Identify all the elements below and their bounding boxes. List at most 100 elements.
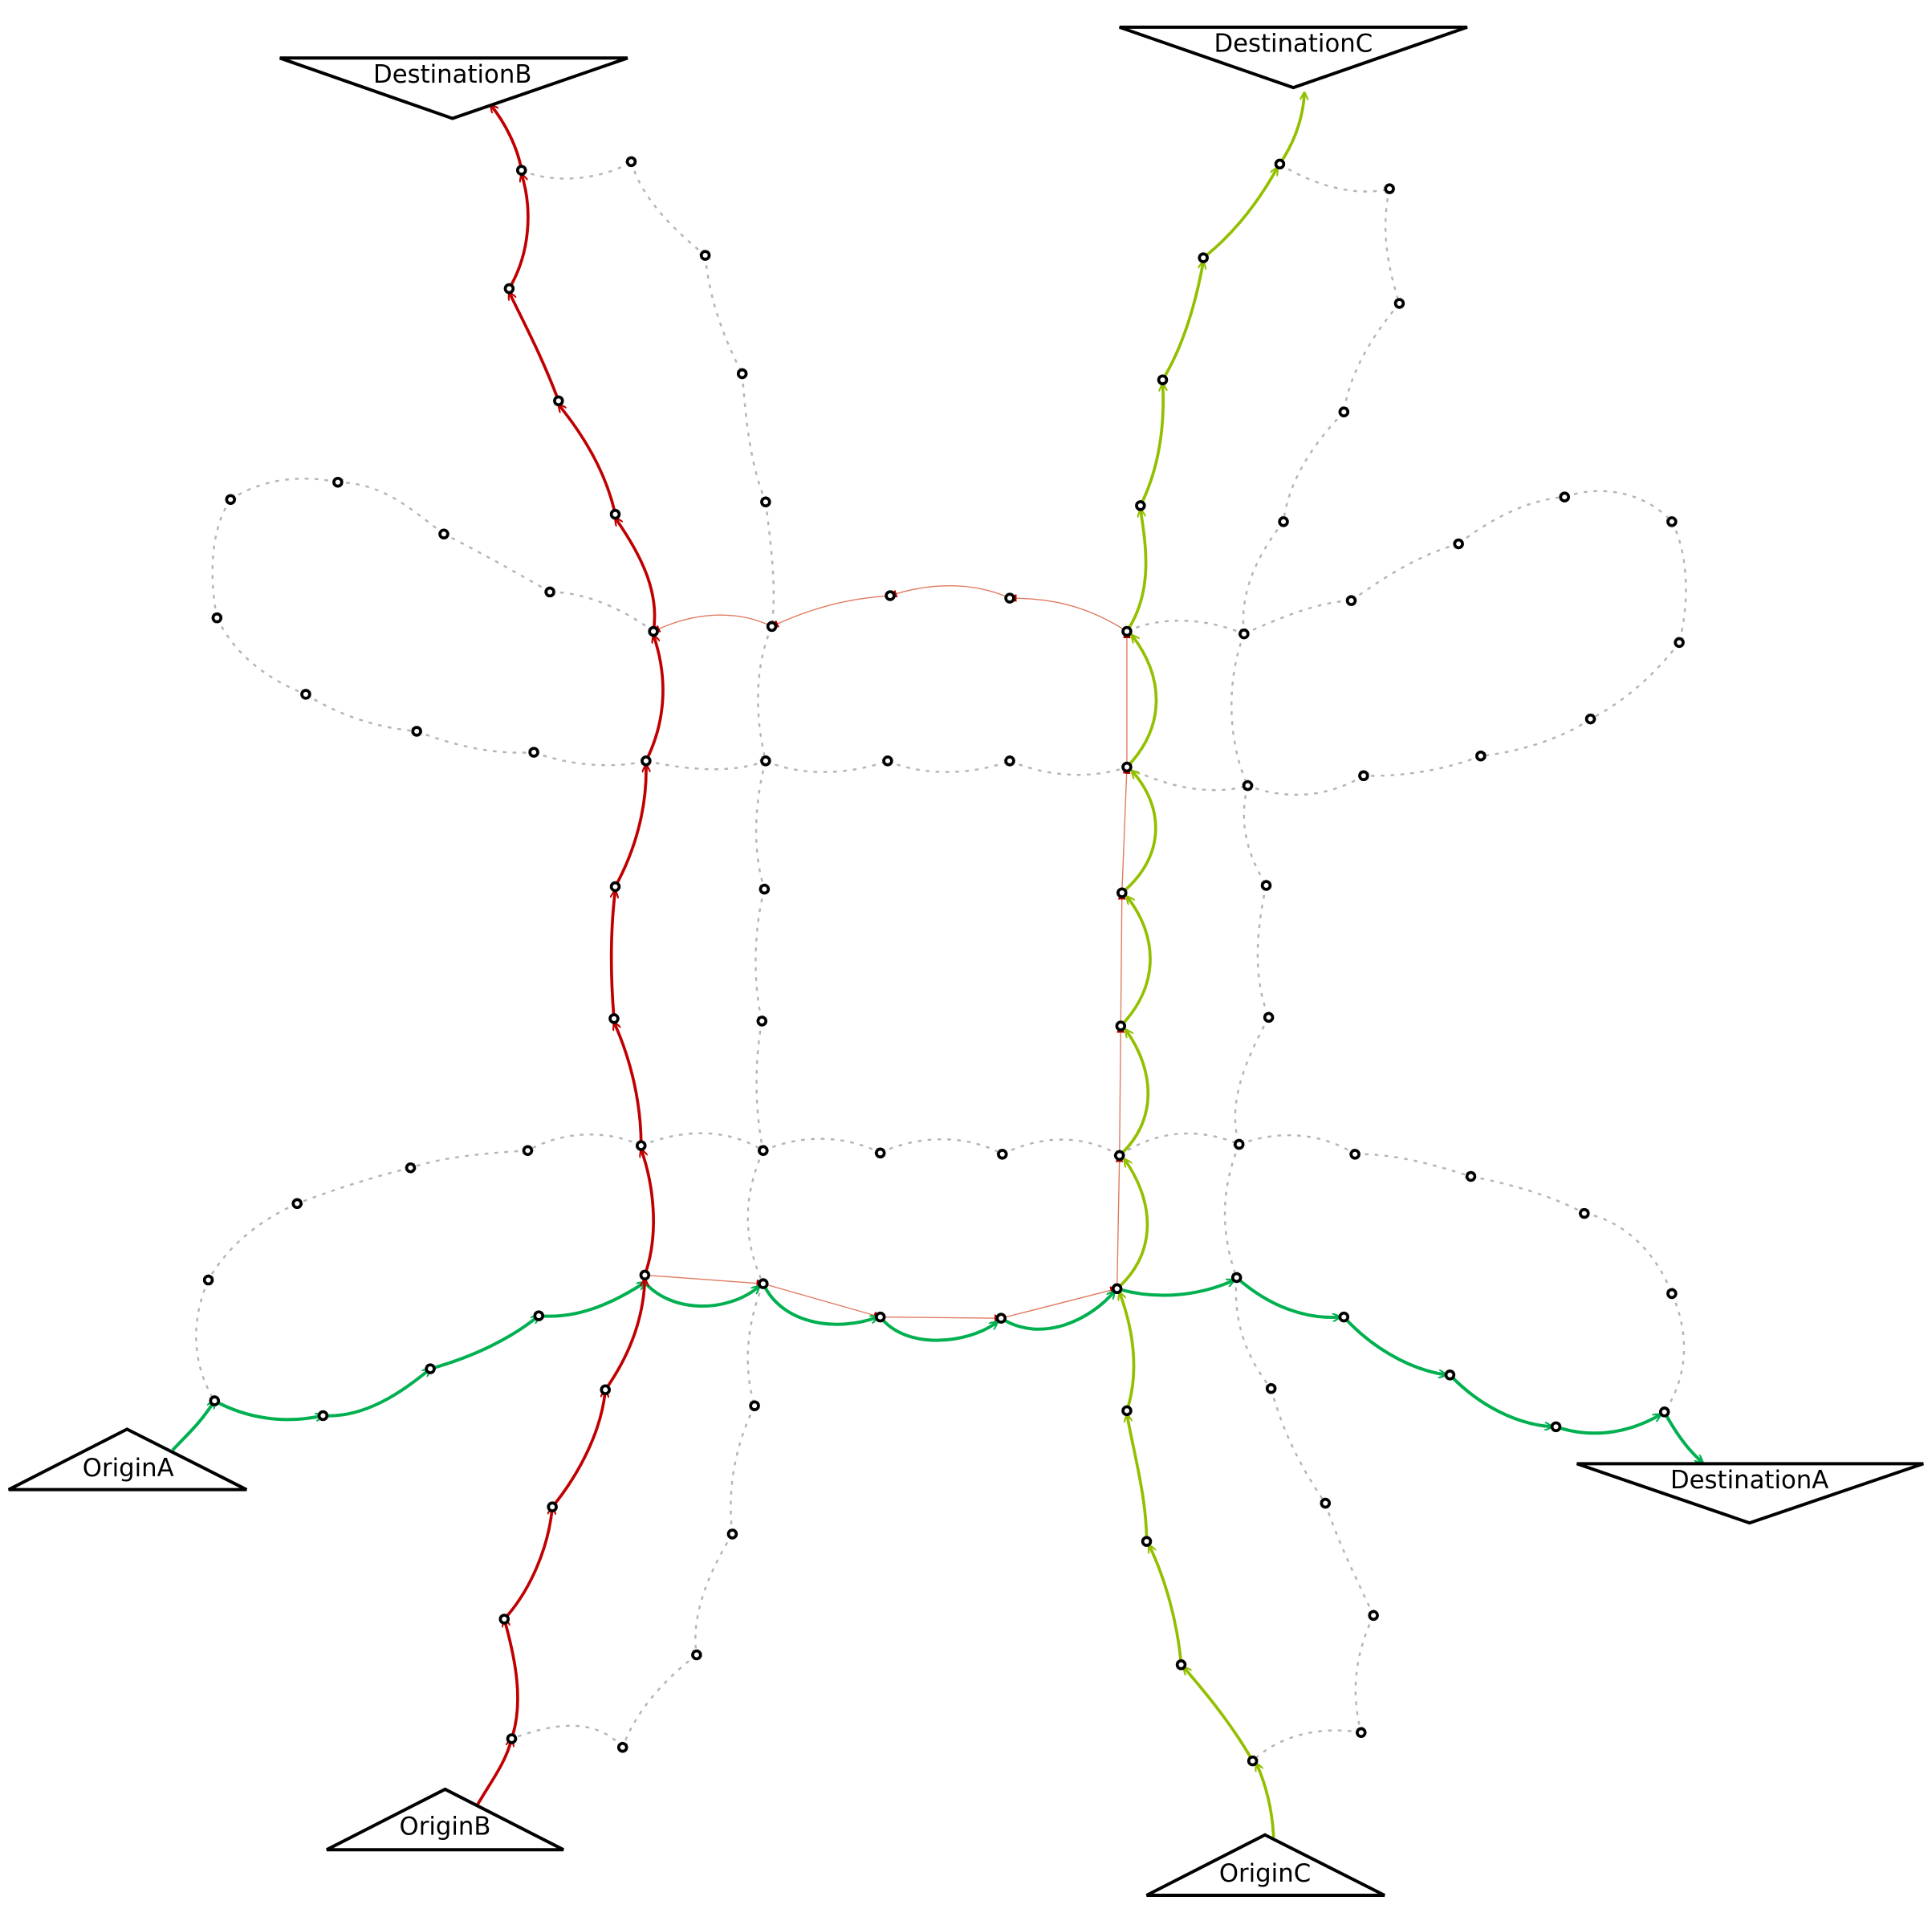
node	[1116, 887, 1128, 898]
route-a-link	[879, 1316, 998, 1342]
inactive-link	[1119, 1132, 1239, 1157]
origin-c-label: OriginC	[1219, 1859, 1311, 1888]
node	[1349, 1149, 1361, 1160]
route-b-link	[645, 635, 665, 762]
inactive-link	[1364, 755, 1482, 776]
destination-a-label: DestinationA	[1670, 1466, 1828, 1495]
inactive-link	[1665, 1292, 1686, 1411]
inactive-link	[305, 693, 417, 731]
route-a-link	[429, 1316, 539, 1371]
node	[547, 1501, 558, 1512]
node	[1465, 1170, 1477, 1182]
node	[1175, 1659, 1187, 1671]
origin-a[interactable]: OriginA	[7, 1427, 248, 1492]
node	[1550, 1421, 1562, 1433]
route-c-link	[1121, 771, 1157, 894]
node	[533, 1310, 545, 1321]
inactive-link	[1239, 1133, 1355, 1154]
inactive-link	[211, 499, 232, 617]
origin-a-triangle	[7, 1427, 248, 1492]
route-b-link	[475, 1739, 511, 1806]
node	[691, 1649, 702, 1661]
inactive-link	[765, 761, 888, 773]
inactive-link	[1002, 1138, 1120, 1156]
node	[760, 755, 771, 767]
inactive-link	[623, 1654, 698, 1747]
node	[1113, 1150, 1125, 1162]
route-b-link	[551, 1390, 605, 1508]
inactive-link	[754, 889, 766, 1021]
node	[736, 368, 748, 380]
node	[503, 283, 515, 295]
inactive-link	[880, 1138, 1003, 1154]
route-a-link	[1000, 1291, 1114, 1331]
route-b-link	[509, 292, 560, 401]
node	[1274, 158, 1286, 170]
alt-link	[772, 595, 891, 626]
alt-link	[1001, 1288, 1116, 1319]
node	[225, 494, 237, 505]
inactive-link	[511, 1724, 624, 1748]
node	[997, 1149, 1008, 1160]
node	[1384, 183, 1395, 194]
destination-a[interactable]: DestinationA	[1576, 1462, 1924, 1525]
origin-b-label: OriginB	[400, 1813, 491, 1842]
alt-link	[1121, 767, 1127, 893]
route-c-link	[1202, 168, 1277, 259]
node	[1239, 628, 1250, 640]
route-c	[1116, 92, 1304, 1838]
node	[625, 156, 637, 168]
inactive-link	[1283, 411, 1345, 522]
node	[995, 1312, 1007, 1324]
node	[1368, 1610, 1379, 1622]
node	[1121, 625, 1133, 637]
node	[300, 689, 311, 700]
destination-c[interactable]: DestinationC	[1119, 25, 1468, 90]
route-b-link	[507, 174, 530, 290]
destination-b[interactable]: DestinationB	[279, 56, 628, 120]
origin-b-triangle	[326, 1787, 564, 1852]
inactive-link	[1243, 521, 1285, 634]
destination-c-label: DestinationC	[1214, 30, 1373, 59]
inactive-link	[527, 1133, 642, 1150]
alternative-route-b	[645, 585, 1127, 1319]
destination-b-label: DestinationB	[373, 60, 531, 89]
route-c-link	[1127, 1414, 1149, 1542]
route-c-link	[1161, 262, 1204, 381]
node	[1658, 1406, 1670, 1418]
inactive-link	[1384, 188, 1399, 303]
node	[1247, 1755, 1259, 1767]
node	[1559, 491, 1571, 503]
route-b-link	[559, 405, 617, 515]
inactive-link	[704, 254, 742, 373]
node	[641, 755, 652, 767]
origin-c[interactable]: OriginC	[1145, 1833, 1385, 1898]
inactive-link	[741, 373, 766, 503]
route-a-link	[1235, 1276, 1340, 1317]
node	[425, 1363, 436, 1374]
route-c-link	[1119, 897, 1152, 1028]
node	[1121, 761, 1133, 773]
route-c-link	[1125, 635, 1158, 768]
inactive-link	[411, 1150, 528, 1168]
inactive-link	[521, 161, 632, 180]
node	[1338, 1311, 1350, 1323]
origin-b[interactable]: OriginB	[326, 1787, 564, 1852]
route-a-link	[1662, 1410, 1703, 1463]
inactive-link	[1253, 1729, 1362, 1761]
node	[635, 1140, 647, 1151]
inactive-link	[533, 751, 646, 767]
inactive-link	[755, 1020, 763, 1150]
node	[1230, 1272, 1243, 1284]
node	[726, 1528, 738, 1540]
route-a-link	[539, 1283, 645, 1318]
inactive-link	[754, 760, 767, 889]
route-a-link	[1116, 1280, 1234, 1297]
inactive-link	[763, 1138, 881, 1154]
node	[438, 528, 449, 539]
inactive-link	[444, 534, 551, 593]
node	[1141, 1536, 1153, 1547]
node	[405, 1162, 417, 1174]
inactive-link	[1591, 641, 1681, 718]
